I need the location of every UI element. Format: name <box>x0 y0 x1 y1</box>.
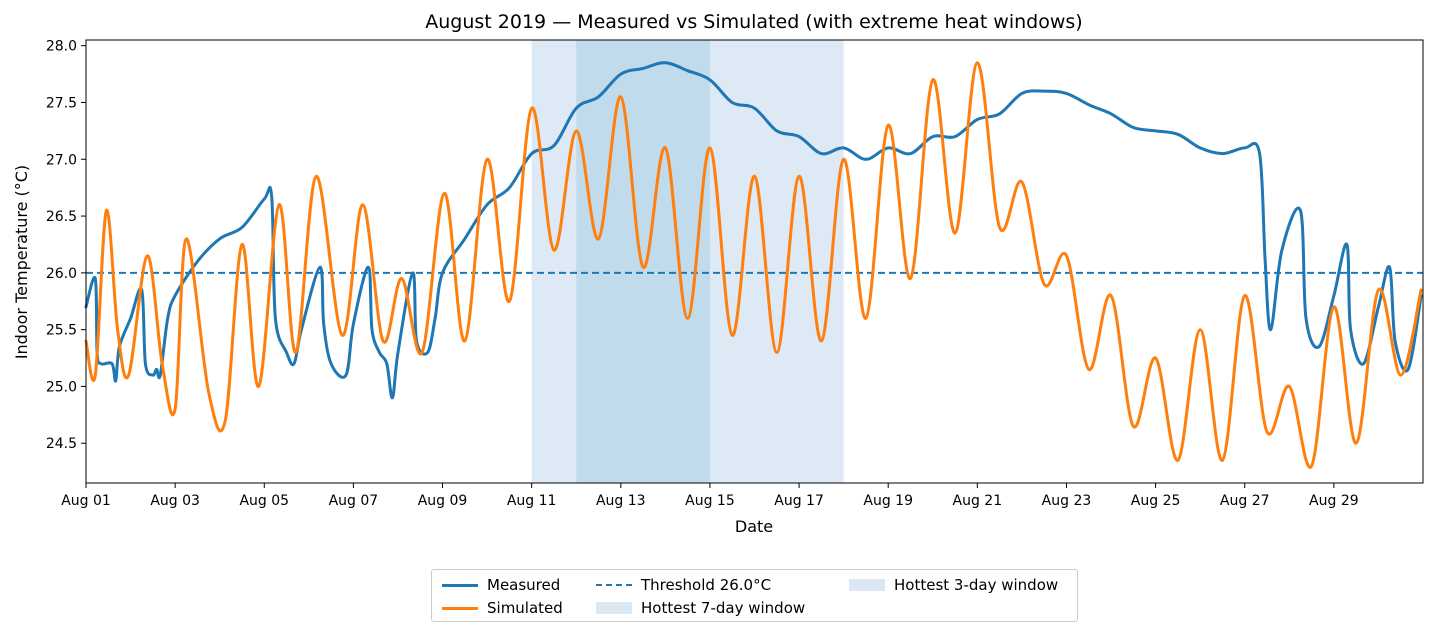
series-layer <box>84 61 1423 469</box>
y-tick-label: 26.5 <box>46 209 77 225</box>
window3-patch-icon <box>849 579 885 591</box>
x-tick-label: Aug 13 <box>596 493 646 509</box>
x-tick-label: Aug 03 <box>150 493 200 509</box>
x-tick-label: Aug 27 <box>1220 493 1270 509</box>
heat-windows <box>531 40 844 483</box>
y-tick-label: 28.0 <box>46 39 77 55</box>
x-tick-label: Aug 09 <box>418 493 468 509</box>
y-tick-label: 27.0 <box>46 152 77 168</box>
legend: Measured Simulated Threshold 26.0°C Hott… <box>431 569 1078 622</box>
y-axis: 24.5 25.0 25.5 26.0 26.5 27.0 27.5 28.0 <box>46 39 86 452</box>
x-tick-label: Aug 29 <box>1309 493 1359 509</box>
legend-label-simulated: Simulated <box>487 599 563 617</box>
x-tick-label: Aug 15 <box>685 493 735 509</box>
legend-label-measured: Measured <box>487 576 561 594</box>
legend-item-measured: Measured <box>442 575 560 595</box>
legend-item-window3: Hottest 3-day window <box>849 575 1058 595</box>
x-tick-label: Aug 01 <box>61 493 111 509</box>
x-axis: Aug 01 Aug 03 Aug 05 Aug 07 Aug 09 Aug 11 Aug … <box>61 483 1359 509</box>
x-tick-label: Aug 11 <box>507 493 557 509</box>
heat-window-3-day <box>576 40 710 483</box>
y-axis-label: Indoor Temperature (°C) <box>12 165 31 359</box>
dashed-line-icon <box>596 584 632 586</box>
window7-patch-icon <box>596 602 632 614</box>
heat-window-7-day <box>531 40 844 483</box>
series-line-simulated <box>84 61 1423 469</box>
y-tick-label: 24.5 <box>46 436 77 452</box>
legend-label-window7: Hottest 7-day window <box>641 599 806 617</box>
simulated-line-icon <box>442 606 478 610</box>
y-tick-label: 27.5 <box>46 95 77 111</box>
legend-item-threshold: Threshold 26.0°C <box>596 575 771 595</box>
x-axis-label: Date <box>735 517 773 536</box>
plot-frame <box>85 39 1424 484</box>
x-tick-label: Aug 05 <box>239 493 289 509</box>
x-tick-label: Aug 17 <box>774 493 824 509</box>
x-tick-label: Aug 07 <box>329 493 379 509</box>
x-tick-label: Aug 23 <box>1042 493 1092 509</box>
legend-item-simulated: Simulated <box>442 598 563 618</box>
series-line-measured <box>84 61 1423 400</box>
y-tick-label: 26.0 <box>46 266 77 282</box>
y-tick-label: 25.5 <box>46 323 77 339</box>
x-tick-label: Aug 25 <box>1131 493 1181 509</box>
y-tick-label: 25.0 <box>46 379 77 395</box>
x-tick-label: Aug 19 <box>863 493 913 509</box>
legend-item-window7: Hottest 7-day window <box>596 598 805 618</box>
chart-title: August 2019 — Measured vs Simulated (wit… <box>425 11 1082 33</box>
legend-label-threshold: Threshold 26.0°C <box>641 576 772 594</box>
legend-label-window3: Hottest 3-day window <box>894 576 1059 594</box>
x-tick-label: Aug 21 <box>953 493 1003 509</box>
measured-line-icon <box>442 583 478 587</box>
